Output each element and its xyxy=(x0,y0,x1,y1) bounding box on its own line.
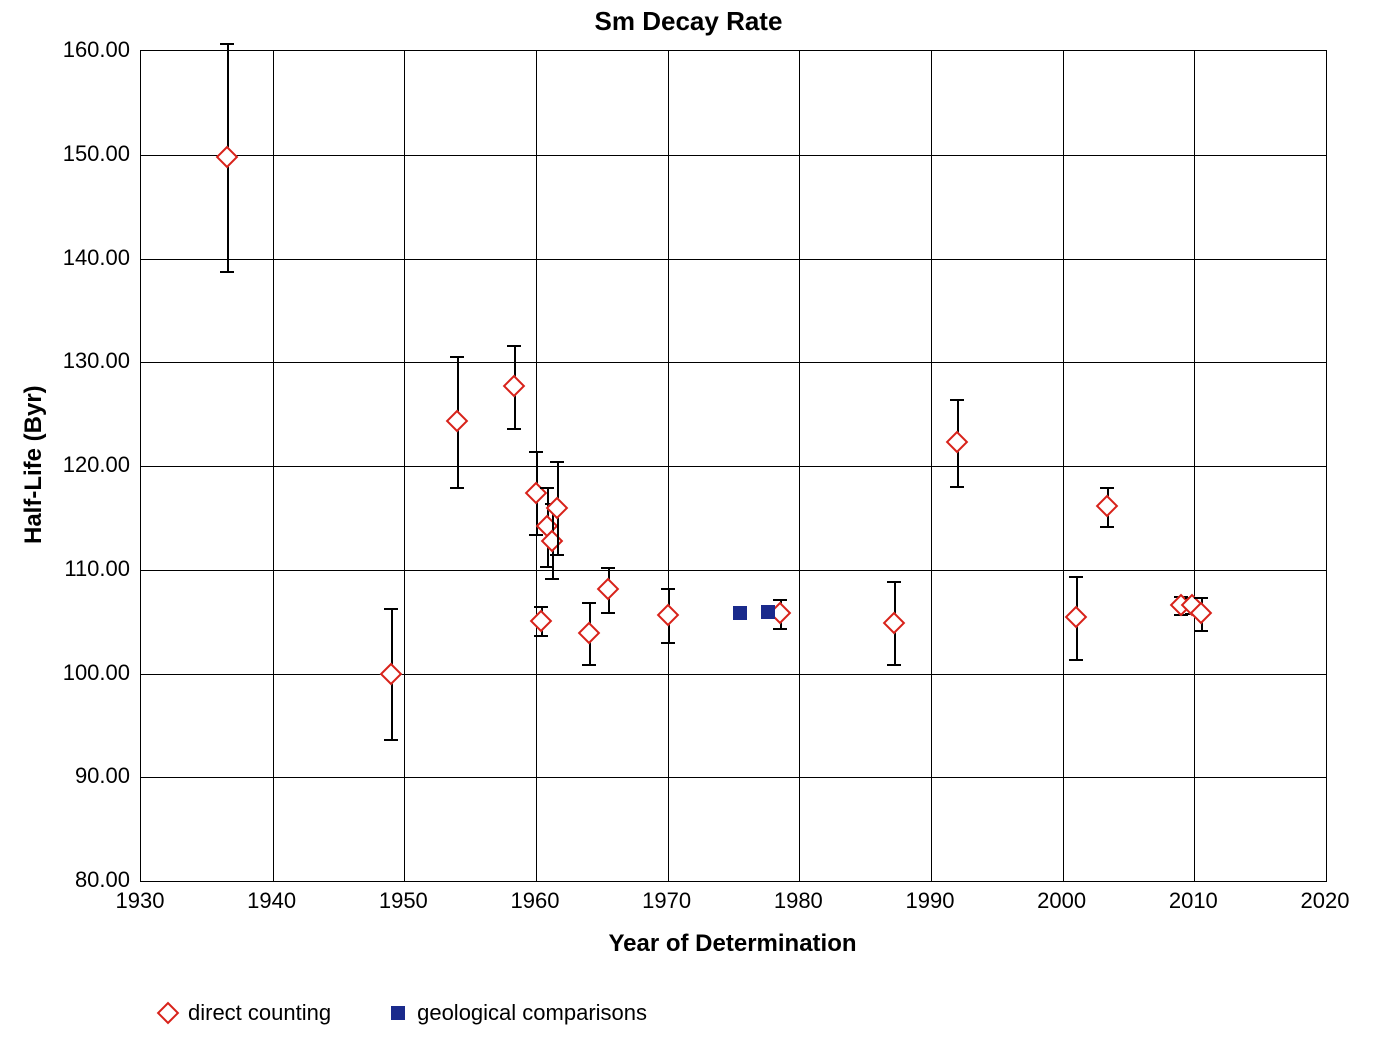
error-bar-cap xyxy=(1100,526,1114,528)
marker-diamond xyxy=(577,622,600,645)
y-tick-label: 130.00 xyxy=(63,348,130,374)
error-bar-cap xyxy=(220,271,234,273)
x-tick-label: 1980 xyxy=(768,888,828,914)
y-tick-label: 120.00 xyxy=(63,452,130,478)
error-bar-cap xyxy=(601,567,615,569)
error-bar-cap xyxy=(950,486,964,488)
marker-diamond xyxy=(525,482,548,505)
gridline-horizontal xyxy=(141,570,1326,571)
legend-item: direct counting xyxy=(160,1000,331,1026)
error-bar-cap xyxy=(582,602,596,604)
error-bar-cap xyxy=(529,534,543,536)
marker-diamond xyxy=(446,410,469,433)
x-tick-label: 1990 xyxy=(900,888,960,914)
y-tick-label: 110.00 xyxy=(64,556,130,582)
gridline-horizontal xyxy=(141,155,1326,156)
error-bar-cap xyxy=(450,487,464,489)
error-bar-cap xyxy=(540,487,554,489)
error-bar-cap xyxy=(529,451,543,453)
marker-square xyxy=(761,605,775,619)
error-bar-cap xyxy=(384,608,398,610)
error-bar-cap xyxy=(601,612,615,614)
gridline-horizontal xyxy=(141,466,1326,467)
gridline-horizontal xyxy=(141,259,1326,260)
x-tick-label: 2010 xyxy=(1163,888,1223,914)
gridline-vertical xyxy=(273,51,274,881)
marker-diamond xyxy=(946,431,969,454)
error-bar-cap xyxy=(534,635,548,637)
error-bar-cap xyxy=(1194,597,1208,599)
gridline-horizontal xyxy=(141,674,1326,675)
error-bar-cap xyxy=(384,739,398,741)
y-tick-label: 100.00 xyxy=(63,660,130,686)
error-bar-cap xyxy=(950,399,964,401)
gridline-horizontal xyxy=(141,362,1326,363)
plot-area xyxy=(140,50,1327,882)
marker-diamond xyxy=(656,604,679,627)
gridline-vertical xyxy=(1194,51,1195,881)
error-bar-cap xyxy=(1069,576,1083,578)
legend-square-icon xyxy=(391,1006,405,1020)
x-tick-label: 2000 xyxy=(1032,888,1092,914)
marker-diamond xyxy=(1065,606,1088,629)
error-bar-cap xyxy=(1100,487,1114,489)
chart-container: Sm Decay Rate Half-Life (Byr) Year of De… xyxy=(0,0,1377,1061)
marker-square xyxy=(733,606,747,620)
error-bar-cap xyxy=(507,428,521,430)
marker-diamond xyxy=(530,609,553,632)
y-tick-label: 150.00 xyxy=(63,141,130,167)
gridline-vertical xyxy=(1063,51,1064,881)
legend-label: geological comparisons xyxy=(417,1000,647,1026)
y-tick-label: 90.00 xyxy=(75,763,130,789)
error-bar-cap xyxy=(550,461,564,463)
error-bar-cap xyxy=(1069,659,1083,661)
error-bar-cap xyxy=(220,43,234,45)
marker-diamond xyxy=(502,375,525,398)
error-bar-cap xyxy=(887,581,901,583)
x-tick-label: 1960 xyxy=(505,888,565,914)
marker-diamond xyxy=(1096,495,1119,518)
error-bar-cap xyxy=(773,628,787,630)
gridline-horizontal xyxy=(141,777,1326,778)
x-tick-label: 1970 xyxy=(637,888,697,914)
x-axis-label: Year of Determination xyxy=(140,930,1325,958)
legend-diamond-icon xyxy=(157,1002,180,1025)
error-bar-cap xyxy=(534,606,548,608)
marker-diamond xyxy=(883,611,906,634)
y-tick-label: 140.00 xyxy=(63,245,130,271)
error-bar-cap xyxy=(1194,630,1208,632)
error-bar-cap xyxy=(550,554,564,556)
gridline-vertical xyxy=(799,51,800,881)
y-tick-label: 160.00 xyxy=(63,37,130,63)
error-bar-cap xyxy=(887,664,901,666)
marker-diamond xyxy=(546,496,569,519)
chart-title: Sm Decay Rate xyxy=(0,6,1377,37)
legend-label: direct counting xyxy=(188,1000,331,1026)
y-axis-label: Half-Life (Byr) xyxy=(20,355,48,575)
marker-diamond xyxy=(215,145,238,168)
marker-diamond xyxy=(597,578,620,601)
legend-item: geological comparisons xyxy=(391,1000,647,1026)
x-tick-label: 2020 xyxy=(1295,888,1355,914)
x-tick-label: 1940 xyxy=(242,888,302,914)
error-bar-cap xyxy=(661,588,675,590)
x-tick-label: 1950 xyxy=(373,888,433,914)
legend: direct counting geological comparisons xyxy=(160,1000,647,1026)
error-bar-cap xyxy=(545,578,559,580)
error-bar-cap xyxy=(507,345,521,347)
marker-diamond xyxy=(380,662,403,685)
error-bar-cap xyxy=(450,356,464,358)
error-bar-cap xyxy=(661,642,675,644)
x-tick-label: 1930 xyxy=(110,888,170,914)
gridline-vertical xyxy=(668,51,669,881)
error-bar-cap xyxy=(582,664,596,666)
gridline-vertical xyxy=(931,51,932,881)
gridline-vertical xyxy=(404,51,405,881)
